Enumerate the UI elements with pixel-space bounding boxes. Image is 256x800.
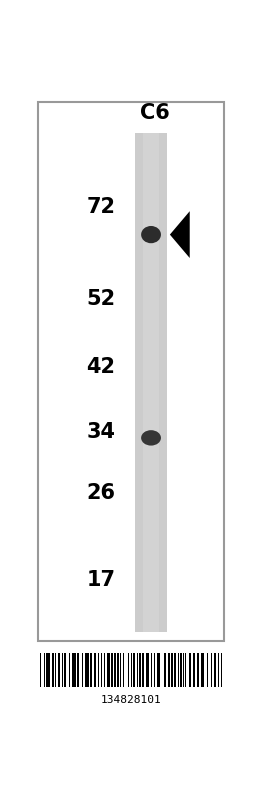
Bar <box>104 654 105 687</box>
Bar <box>193 654 195 687</box>
Bar <box>185 654 186 687</box>
Ellipse shape <box>141 430 161 446</box>
Bar <box>207 654 208 687</box>
Bar <box>154 654 155 687</box>
Bar <box>55 654 56 687</box>
Bar <box>189 654 191 687</box>
Text: C6: C6 <box>140 103 170 123</box>
Bar <box>211 654 212 687</box>
Bar <box>133 654 135 687</box>
Text: 72: 72 <box>86 197 115 217</box>
Bar <box>62 654 63 687</box>
Bar <box>183 654 184 687</box>
Bar <box>85 654 89 687</box>
Bar <box>40 654 41 687</box>
Bar <box>218 654 219 687</box>
Bar <box>82 654 83 687</box>
Bar <box>58 654 60 687</box>
Bar <box>137 654 138 687</box>
Bar <box>38 102 225 641</box>
Bar <box>178 654 179 687</box>
Bar <box>151 654 152 687</box>
Bar <box>142 654 144 687</box>
Bar <box>72 654 76 687</box>
Bar <box>44 654 45 687</box>
Text: 52: 52 <box>86 290 115 310</box>
Bar <box>64 654 66 687</box>
Bar <box>52 654 54 687</box>
Bar <box>120 654 122 687</box>
Bar <box>90 654 92 687</box>
Bar <box>135 133 167 632</box>
Bar <box>123 654 124 687</box>
Bar <box>131 654 132 687</box>
Bar <box>107 654 110 687</box>
Polygon shape <box>170 211 190 258</box>
Bar <box>47 654 50 687</box>
Bar <box>98 654 99 687</box>
Bar <box>128 654 129 687</box>
Text: 42: 42 <box>86 357 115 377</box>
Bar <box>221 654 222 687</box>
Bar <box>117 654 119 687</box>
Bar <box>214 654 216 687</box>
Bar <box>180 654 182 687</box>
Bar <box>114 654 115 687</box>
Text: 134828101: 134828101 <box>101 694 162 705</box>
Bar <box>94 654 96 687</box>
Bar <box>139 654 141 687</box>
Bar <box>146 654 150 687</box>
Bar <box>197 654 199 687</box>
Bar <box>69 654 70 687</box>
Bar <box>172 654 173 687</box>
Bar <box>77 654 79 687</box>
Text: 17: 17 <box>86 570 115 590</box>
Text: 34: 34 <box>86 422 115 442</box>
Bar <box>201 654 204 687</box>
Bar <box>143 133 159 632</box>
Bar <box>157 654 160 687</box>
Bar <box>101 654 102 687</box>
Bar <box>164 654 166 687</box>
Bar <box>174 654 176 687</box>
Ellipse shape <box>141 226 161 243</box>
Bar <box>111 654 113 687</box>
Text: 26: 26 <box>86 483 115 503</box>
Bar <box>168 654 170 687</box>
